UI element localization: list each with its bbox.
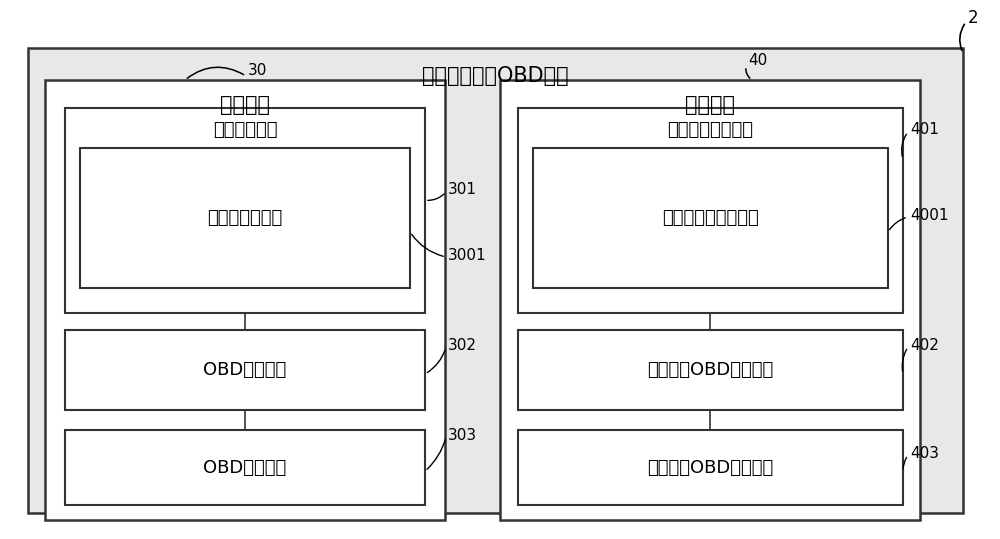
Text: 4001: 4001: [910, 208, 948, 223]
Bar: [65, 430, 425, 505]
Bar: [518, 108, 903, 313]
Text: 车载关联模块: 车载关联模块: [213, 121, 277, 139]
Text: 402: 402: [910, 337, 939, 353]
FancyArrowPatch shape: [427, 440, 445, 469]
Text: 301: 301: [448, 183, 477, 197]
FancyArrowPatch shape: [427, 350, 445, 372]
FancyArrowPatch shape: [412, 234, 443, 257]
Bar: [80, 148, 410, 288]
Text: 移动终端关联模块: 移动终端关联模块: [668, 121, 754, 139]
Bar: [28, 48, 963, 513]
Text: 移动终端蓝牙子模块: 移动终端蓝牙子模块: [662, 209, 759, 227]
FancyArrowPatch shape: [428, 194, 444, 201]
Bar: [65, 108, 425, 313]
FancyArrowPatch shape: [903, 458, 907, 468]
Text: 30: 30: [248, 63, 267, 78]
FancyArrowPatch shape: [902, 349, 907, 371]
Text: 40: 40: [748, 53, 767, 68]
Bar: [518, 330, 903, 410]
Text: 移动终端OBD展现模块: 移动终端OBD展现模块: [647, 459, 774, 476]
FancyArrowPatch shape: [960, 24, 964, 51]
Bar: [533, 148, 888, 288]
Bar: [45, 80, 445, 520]
Text: 401: 401: [910, 122, 939, 137]
FancyArrowPatch shape: [890, 218, 905, 230]
FancyArrowPatch shape: [902, 134, 906, 156]
Text: 车载终端: 车载终端: [220, 95, 270, 115]
Bar: [500, 80, 920, 520]
Bar: [518, 430, 903, 505]
Text: OBD获取模块: OBD获取模块: [203, 361, 287, 379]
Text: 3001: 3001: [448, 247, 487, 262]
Text: 移动终端OBD接收模块: 移动终端OBD接收模块: [647, 361, 774, 379]
FancyArrowPatch shape: [187, 67, 244, 78]
Text: 403: 403: [910, 446, 939, 460]
Bar: [65, 330, 425, 410]
Text: 车载蓝牙子模块: 车载蓝牙子模块: [207, 209, 283, 227]
FancyArrowPatch shape: [746, 69, 750, 78]
Text: 移动终端: 移动终端: [685, 95, 735, 115]
Text: 2: 2: [968, 9, 979, 27]
Text: 302: 302: [448, 337, 477, 353]
Text: 云端车载诊断OBD系统: 云端车载诊断OBD系统: [422, 66, 569, 86]
Text: 303: 303: [448, 427, 477, 443]
Text: OBD发送模块: OBD发送模块: [203, 459, 287, 476]
